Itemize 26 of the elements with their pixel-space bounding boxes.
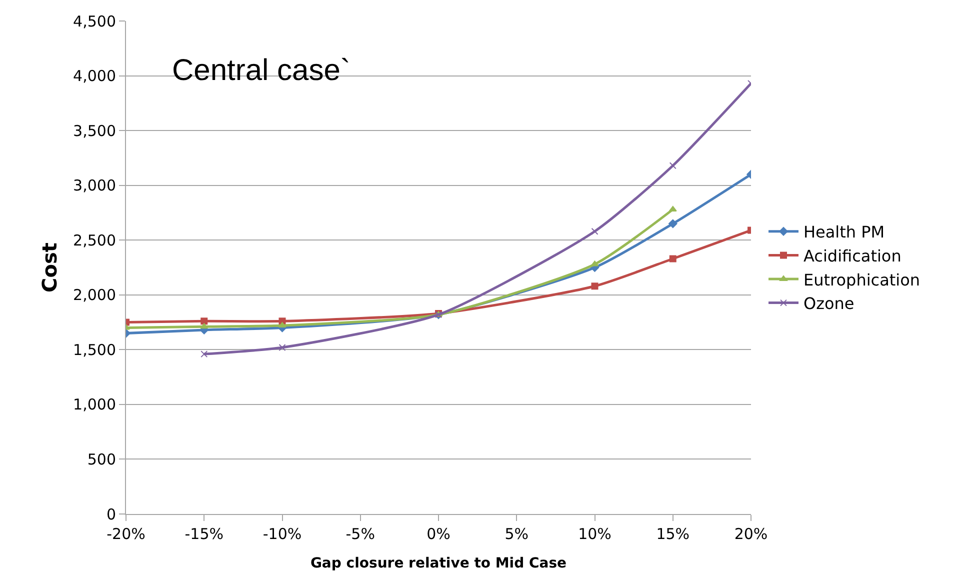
y-tick-label: 0 (106, 505, 116, 524)
x-tick-label: 0% (426, 525, 450, 543)
y-tick-label: 4,500 (73, 12, 116, 30)
y-tick-label: 3,000 (73, 176, 116, 195)
y-tick-label: 4,000 (73, 67, 116, 86)
x-tick-label: -5% (346, 525, 375, 543)
legend-label: Ozone (804, 294, 854, 314)
x-axis-title: Gap closure relative to Mid Case (310, 555, 567, 572)
y-axis-title: Cost (38, 242, 62, 292)
x-tick-label: 15% (656, 525, 690, 543)
y-tick-label: 2,000 (73, 286, 116, 304)
x-tick-label: -10% (262, 525, 302, 543)
x-tick-label: 10% (578, 525, 612, 543)
y-tick-label: 2,500 (73, 231, 116, 250)
x-tick-label: 20% (734, 525, 768, 543)
y-tick-label: 1,000 (73, 396, 116, 414)
y-tick-label: 3,500 (73, 122, 116, 140)
x-tick-label: -15% (184, 525, 224, 543)
legend-label: Acidification (804, 246, 902, 266)
y-tick-label: 1,500 (73, 340, 116, 359)
y-tick-label: 500 (87, 450, 116, 468)
x-tick-label: 5% (504, 525, 529, 543)
legend-label: Eutrophication (804, 270, 920, 290)
legend-label: Health PM (804, 222, 885, 242)
annotation: Central case` (172, 54, 350, 87)
x-tick-label: -20% (106, 525, 146, 543)
